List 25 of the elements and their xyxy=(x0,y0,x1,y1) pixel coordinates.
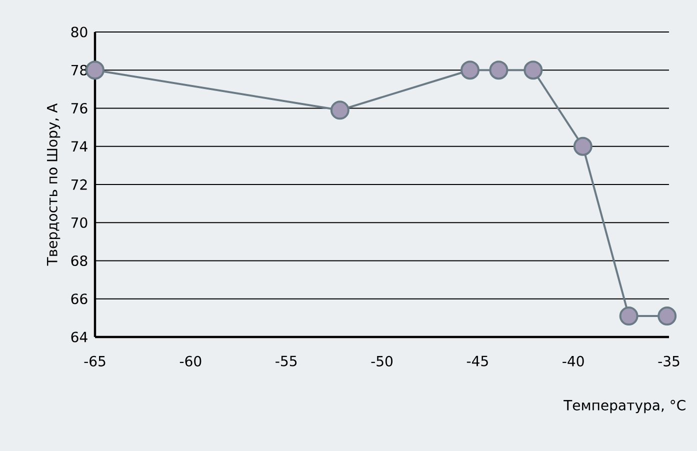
y-tick-label: 76 xyxy=(71,102,88,114)
x-tick-label: -60 xyxy=(180,356,202,366)
y-tick-label: 68 xyxy=(71,255,88,266)
x-tick-label: -35 xyxy=(658,356,680,366)
y-tick-label: 66 xyxy=(71,294,88,304)
y-tick-label: 74 xyxy=(71,141,88,152)
x-tick-label: -40 xyxy=(562,356,584,366)
y-axis-title: Твердость по Шору, А xyxy=(47,103,60,266)
x-axis-title: Температура, °C xyxy=(564,400,686,414)
point xyxy=(658,306,677,326)
point xyxy=(619,306,638,326)
point xyxy=(460,60,480,80)
point xyxy=(524,60,543,80)
point xyxy=(330,100,350,120)
x-tick-label: -45 xyxy=(466,356,488,366)
point xyxy=(573,136,592,156)
y-tick-label: 72 xyxy=(71,179,87,190)
y-tick-label: 70 xyxy=(71,217,88,228)
x-tick-label: -55 xyxy=(276,356,297,366)
y-tick-label: 64 xyxy=(71,332,88,342)
x-tick-label: -50 xyxy=(371,356,393,366)
point xyxy=(86,60,104,80)
point xyxy=(489,60,508,80)
x-tick-label: -65 xyxy=(84,356,106,366)
y-tick-label: 80 xyxy=(71,26,88,38)
